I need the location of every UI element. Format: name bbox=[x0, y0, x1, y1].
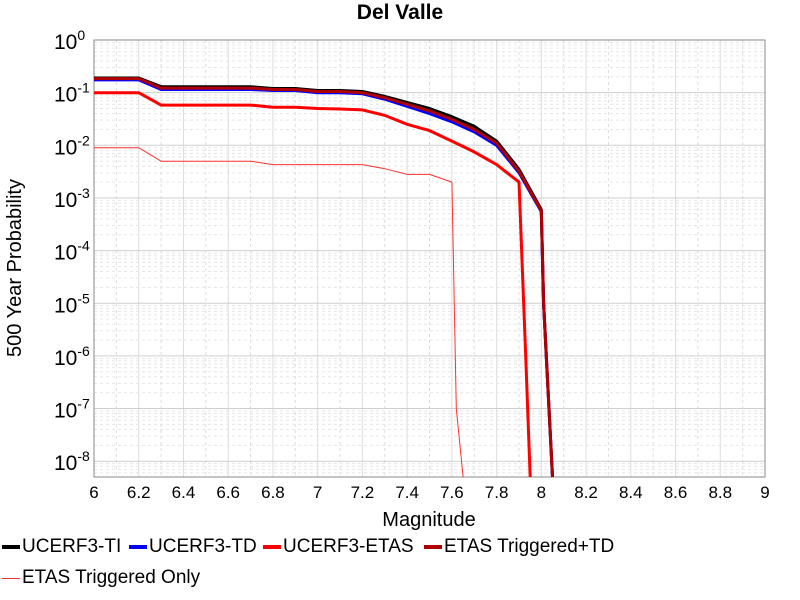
legend-item-ucerf3-ti: UCERF3-TI bbox=[2, 536, 121, 558]
y-tick-label: 10-8 bbox=[54, 448, 90, 475]
y-tick-labels: 100 10-1 10-2 10-3 10-4 10-5 10-6 10-7 10-8 bbox=[54, 27, 90, 475]
series-line-etas-triggered-only bbox=[94, 147, 464, 478]
x-tick-label: 7.2 bbox=[351, 483, 375, 502]
x-tick-label: 6.2 bbox=[127, 483, 151, 502]
y-tick-label: 10-3 bbox=[54, 185, 90, 212]
grid bbox=[93, 39, 766, 477]
x-tick-label: 8 bbox=[537, 483, 546, 502]
legend-swatch bbox=[2, 577, 20, 579]
legend-label: ETAS Triggered+TD bbox=[444, 536, 615, 557]
x-tick-label: 7.6 bbox=[440, 483, 464, 502]
y-tick-label: 10-1 bbox=[54, 80, 90, 107]
plot-area bbox=[93, 39, 766, 478]
x-tick-label: 7.4 bbox=[395, 483, 419, 502]
x-tick-label: 9 bbox=[760, 483, 769, 502]
x-tick-label: 7.8 bbox=[485, 483, 509, 502]
legend-item-etas-triggered-only: ETAS Triggered Only bbox=[2, 567, 200, 589]
y-axis-label: 500 Year Probability bbox=[4, 179, 26, 357]
series-line-ucerf3-etas bbox=[94, 91, 532, 478]
x-tick-label: 8.6 bbox=[664, 483, 688, 502]
legend-label: ETAS Triggered Only bbox=[22, 567, 201, 588]
x-tick-label: 8.8 bbox=[708, 483, 732, 502]
legend-label: UCERF3-ETAS bbox=[283, 536, 414, 557]
legend-swatch bbox=[424, 545, 442, 549]
legend-swatch bbox=[263, 545, 281, 549]
y-tick-label: 10-5 bbox=[54, 290, 90, 317]
x-tick-label: 6 bbox=[89, 483, 98, 502]
legend-label: UCERF3-TD bbox=[149, 536, 257, 557]
legend-item-ucerf3-etas: UCERF3-ETAS bbox=[263, 536, 414, 558]
legend-swatch bbox=[2, 545, 20, 549]
x-tick-label: 7 bbox=[313, 483, 322, 502]
chart-title: Del Valle bbox=[357, 1, 443, 24]
x-tick-label: 6.4 bbox=[172, 483, 196, 502]
y-tick-label: 10-6 bbox=[54, 343, 90, 370]
legend-swatch bbox=[129, 545, 147, 549]
x-tick-label: 8.2 bbox=[574, 483, 598, 502]
x-tick-label: 6.8 bbox=[261, 483, 285, 502]
y-tick-label: 10-2 bbox=[54, 132, 90, 159]
y-tick-label: 10-4 bbox=[54, 238, 90, 265]
legend-item-ucerf3-td: UCERF3-TD bbox=[129, 536, 257, 558]
x-tick-label: 6.6 bbox=[216, 483, 240, 502]
legend-label: UCERF3-TI bbox=[22, 536, 122, 557]
y-tick-label: 100 bbox=[54, 27, 85, 54]
x-tick-label: 8.4 bbox=[619, 483, 643, 502]
legend-item-etas-triggered-td: ETAS Triggered+TD bbox=[424, 536, 614, 558]
x-axis-label: Magnitude bbox=[382, 509, 475, 531]
series-line-etas-triggered-td bbox=[94, 77, 554, 478]
x-tick-labels: 6 6.2 6.4 6.6 6.8 7 7.2 7.4 7.6 7.8 8 8.2 8.4 8.6 8.8 9 bbox=[89, 483, 769, 502]
series-group bbox=[94, 76, 554, 478]
y-tick-label: 10-7 bbox=[54, 396, 90, 423]
